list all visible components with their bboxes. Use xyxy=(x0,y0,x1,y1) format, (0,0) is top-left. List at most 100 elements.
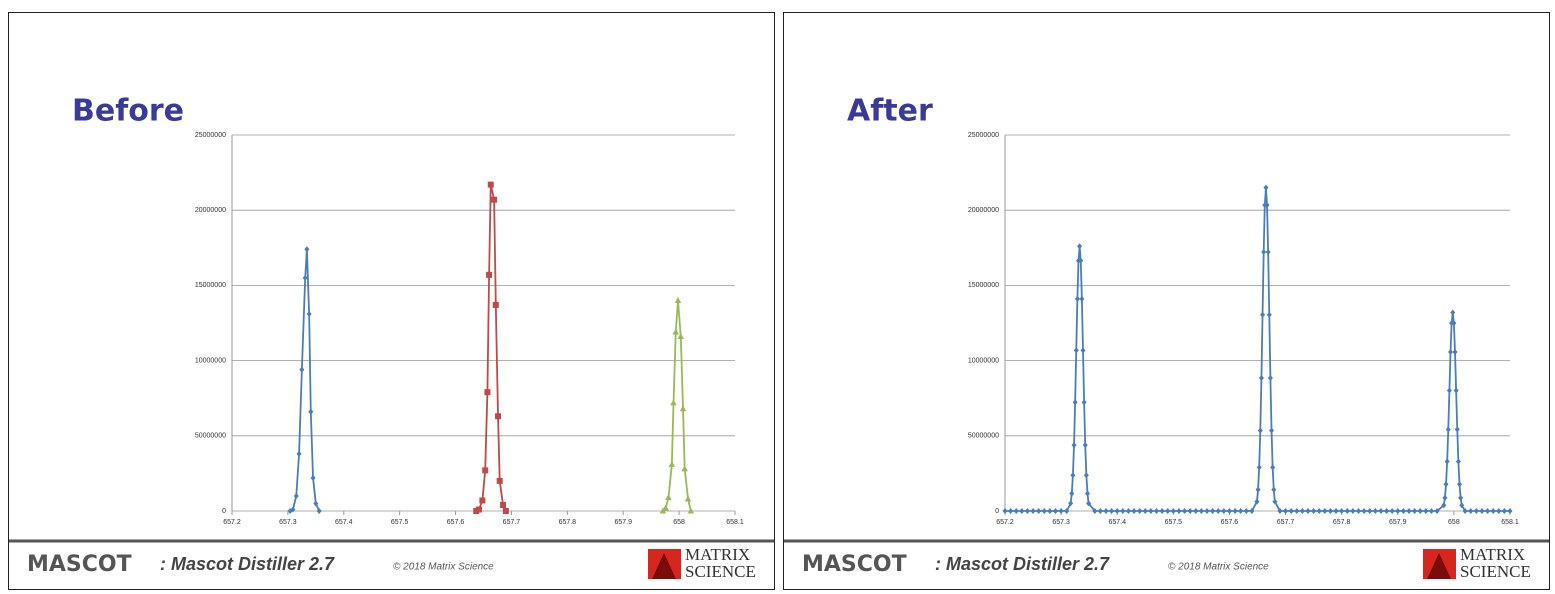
marker xyxy=(1496,508,1502,514)
marker xyxy=(1395,508,1401,514)
marker xyxy=(302,274,308,281)
marker xyxy=(500,501,507,508)
marker xyxy=(1270,464,1276,471)
marker xyxy=(1109,508,1115,514)
y-tick-label: 15000000 xyxy=(195,282,226,289)
brand: MASCOT xyxy=(27,552,132,577)
marker xyxy=(1073,347,1079,354)
marker xyxy=(679,405,687,412)
marker xyxy=(1445,426,1451,433)
marker xyxy=(1350,508,1356,514)
marker xyxy=(496,477,503,484)
y-tick-label: 20000000 xyxy=(968,207,999,214)
marker xyxy=(1069,490,1075,497)
marker xyxy=(1389,508,1395,514)
slide-title: After xyxy=(847,94,933,129)
marker xyxy=(1446,387,1452,394)
marker xyxy=(1176,508,1182,514)
marker xyxy=(1215,508,1221,514)
copyright: © 2018 Matrix Science xyxy=(1168,562,1269,573)
marker xyxy=(1082,442,1088,449)
marker xyxy=(1041,508,1047,514)
marker xyxy=(1078,257,1084,264)
marker xyxy=(1468,508,1474,514)
marker xyxy=(1333,508,1339,514)
marker xyxy=(1444,458,1450,465)
x-tick-label: 658.1 xyxy=(726,519,744,526)
marker xyxy=(1266,311,1272,318)
marker xyxy=(1013,508,1019,514)
marker xyxy=(1272,498,1278,505)
marker xyxy=(1458,494,1464,501)
marker xyxy=(1450,309,1456,316)
marker xyxy=(1080,347,1086,354)
marker xyxy=(1072,399,1078,406)
marker xyxy=(1077,243,1083,250)
marker xyxy=(1193,508,1199,514)
marker xyxy=(1258,375,1264,382)
marker xyxy=(1103,508,1109,514)
marker xyxy=(1256,464,1262,471)
marker xyxy=(1081,399,1087,406)
x-tick-label: 657.7 xyxy=(1277,519,1295,526)
marker xyxy=(308,408,314,415)
marker xyxy=(1260,311,1266,318)
marker xyxy=(1277,508,1283,514)
marker xyxy=(1441,502,1447,509)
marker xyxy=(1453,387,1459,394)
marker xyxy=(1322,508,1328,514)
marker xyxy=(662,504,669,511)
x-tick-label: 657.3 xyxy=(1052,519,1070,526)
marker xyxy=(1316,508,1322,514)
panel-border xyxy=(783,12,1550,590)
marker xyxy=(1238,508,1244,514)
x-tick-label: 657.4 xyxy=(335,519,353,526)
marker xyxy=(1501,508,1507,514)
marker xyxy=(1047,508,1053,514)
marker xyxy=(1423,508,1429,514)
marker xyxy=(1053,508,1058,514)
marker xyxy=(670,399,677,406)
y-tick-label: 10000000 xyxy=(195,357,226,364)
marker xyxy=(482,467,489,474)
logo-icon-mark xyxy=(1427,553,1451,579)
marker xyxy=(1479,508,1485,514)
marker xyxy=(304,246,310,253)
x-tick-label: 658 xyxy=(673,519,685,526)
marker xyxy=(1131,508,1137,514)
y-tick-label: 10000000 xyxy=(968,357,999,364)
x-tick-label: 657.6 xyxy=(447,519,465,526)
marker xyxy=(1267,375,1273,382)
logo-icon-mark xyxy=(652,553,676,579)
marker xyxy=(1083,472,1089,479)
marker xyxy=(1417,508,1423,514)
marker xyxy=(487,181,494,188)
marker xyxy=(1024,508,1030,514)
marker xyxy=(687,507,695,514)
marker xyxy=(1264,202,1270,209)
marker xyxy=(1125,508,1131,514)
marker xyxy=(1008,508,1014,514)
panel-border xyxy=(8,12,775,590)
marker xyxy=(495,413,502,420)
marker xyxy=(296,450,302,457)
marker xyxy=(1454,426,1460,433)
marker xyxy=(1064,508,1070,514)
marker xyxy=(1299,508,1305,514)
x-tick-label: 658.1 xyxy=(1501,519,1519,526)
marker xyxy=(668,460,676,467)
x-tick-label: 657.5 xyxy=(391,519,409,526)
marker xyxy=(684,495,692,502)
marker xyxy=(1254,498,1260,505)
marker xyxy=(1074,295,1080,302)
x-tick-label: 657.6 xyxy=(1221,519,1239,526)
y-tick-label: 50000000 xyxy=(195,433,226,440)
marker xyxy=(1434,508,1440,514)
marker xyxy=(306,310,312,317)
marker xyxy=(1378,508,1384,514)
marker xyxy=(1507,508,1513,514)
marker xyxy=(1079,295,1085,302)
marker xyxy=(1261,249,1267,256)
marker xyxy=(1249,508,1255,514)
